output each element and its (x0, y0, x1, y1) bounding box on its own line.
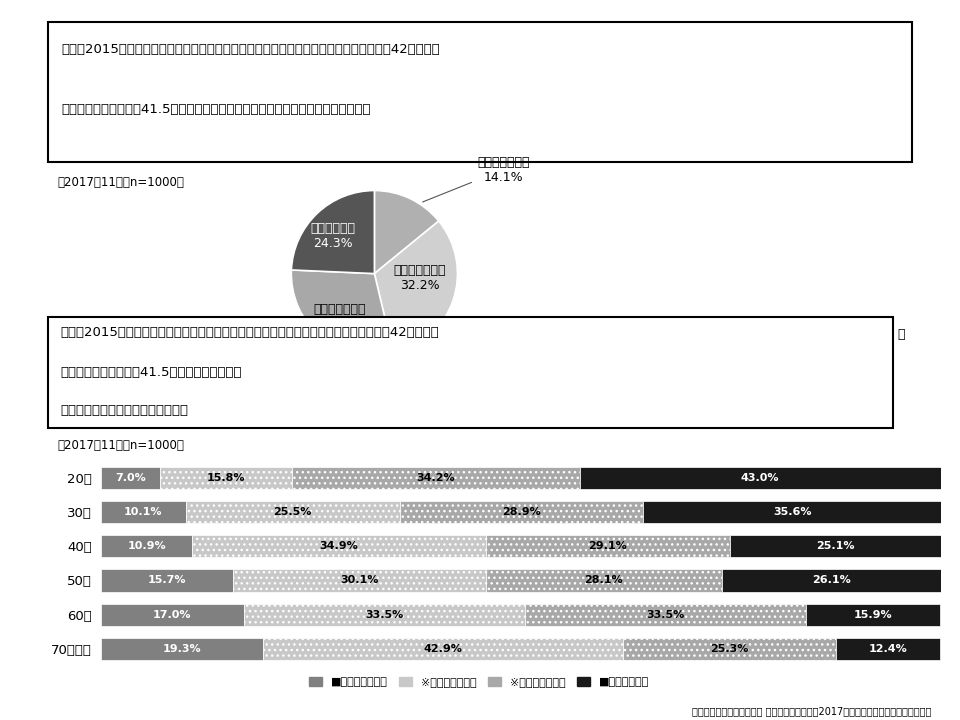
Text: 7.0%: 7.0% (115, 473, 146, 483)
Bar (192, 535, 486, 557)
Text: （2017年11月　n=1000）: （2017年11月 n=1000） (58, 176, 184, 189)
Bar (263, 638, 623, 660)
Text: あまり知らない
29.4%: あまり知らない 29.4% (313, 303, 366, 330)
Text: 33.5%: 33.5% (365, 610, 403, 620)
Text: た。前年度と比べて絀41.5兆円増えています。: た。前年度と比べて絀41.5兆円増えています。 (60, 366, 242, 379)
Bar (244, 603, 525, 626)
Text: 全く知らない
24.3%: 全く知らない 24.3% (310, 222, 355, 251)
Text: 15.9%: 15.9% (853, 610, 893, 620)
Text: このことについて知っていますか。: このことについて知っていますか。 (60, 404, 189, 417)
Bar (486, 570, 722, 592)
Bar (101, 467, 159, 489)
Text: 15.8%: 15.8% (206, 473, 245, 483)
Legend: ■よく知っている, ※やや知っている, ※あまり知らない, ■全く知らない: ■よく知っている, ※やや知っている, ※あまり知らない, ■全く知らない (304, 672, 654, 692)
FancyBboxPatch shape (48, 317, 893, 428)
Bar (101, 501, 185, 523)
Text: 33.5%: 33.5% (647, 610, 684, 620)
Text: 42.9%: 42.9% (423, 644, 463, 654)
Bar (642, 501, 942, 523)
Bar (486, 535, 730, 557)
Bar (730, 535, 941, 557)
Text: 19.3%: 19.3% (162, 644, 202, 654)
Text: 34.2%: 34.2% (417, 473, 455, 483)
Text: 17.0%: 17.0% (153, 610, 191, 620)
Text: 》問》2015年度に病気やけがの治療で、全国の医療機関に支払われた医療費の総額は絀42兆円でし: 》問》2015年度に病気やけがの治療で、全国の医療機関に支払われた医療費の総額は… (60, 325, 440, 338)
Text: （2017年11月　n=1000）: （2017年11月 n=1000） (58, 439, 184, 452)
Bar (400, 501, 642, 523)
Text: 34.9%: 34.9% (320, 541, 358, 552)
Text: やや知っている
32.2%: やや知っている 32.2% (394, 264, 446, 292)
Text: 30.1%: 30.1% (340, 575, 378, 585)
Text: 25.1%: 25.1% (816, 541, 854, 552)
Text: 28.9%: 28.9% (502, 507, 540, 517)
Wedge shape (291, 270, 394, 356)
Text: 28.1%: 28.1% (585, 575, 623, 585)
Text: た。前年度と比べて絀41.5兆円増えています。このことについて知っていますか。: た。前年度と比べて絀41.5兆円増えています。このことについて知っていますか。 (61, 103, 371, 116)
Text: 」: 」 (898, 328, 905, 341)
Bar (806, 603, 940, 626)
Bar (101, 638, 263, 660)
FancyBboxPatch shape (48, 22, 912, 162)
Text: 12.4%: 12.4% (869, 644, 907, 654)
Wedge shape (292, 191, 374, 274)
Bar (292, 467, 580, 489)
Text: 10.1%: 10.1% (124, 507, 162, 517)
Text: 43.0%: 43.0% (741, 473, 780, 483)
Text: 26.1%: 26.1% (812, 575, 851, 585)
Text: 29.1%: 29.1% (588, 541, 627, 552)
Bar (101, 535, 192, 557)
Bar (623, 638, 836, 660)
Bar (836, 638, 940, 660)
Bar (525, 603, 806, 626)
Text: 》問》2015年度に病気やけがの治療で、全国の医療機関に支払われた医療費の総額は絀42兆円でし: 》問》2015年度に病気やけがの治療で、全国の医療機関に支払われた医療費の総額は… (61, 42, 440, 55)
Bar (159, 467, 292, 489)
Text: 15.7%: 15.7% (148, 575, 186, 585)
Text: よく知っている
14.1%: よく知っている 14.1% (422, 156, 529, 202)
Bar (101, 570, 232, 592)
Bar (232, 570, 486, 592)
Text: 25.3%: 25.3% (710, 644, 749, 654)
Bar (101, 603, 244, 626)
Text: 出典：特定非営利活動法人 日本医療政策機構「2017年日本の医療に関する世論調査」: 出典：特定非営利活動法人 日本医療政策機構「2017年日本の医療に関する世論調査… (692, 706, 931, 716)
Wedge shape (374, 191, 439, 274)
Bar (580, 467, 941, 489)
Text: 25.5%: 25.5% (274, 507, 312, 517)
Bar (722, 570, 941, 592)
Wedge shape (374, 221, 458, 354)
Text: 10.9%: 10.9% (128, 541, 166, 552)
Bar (185, 501, 400, 523)
Text: 35.6%: 35.6% (773, 507, 811, 517)
